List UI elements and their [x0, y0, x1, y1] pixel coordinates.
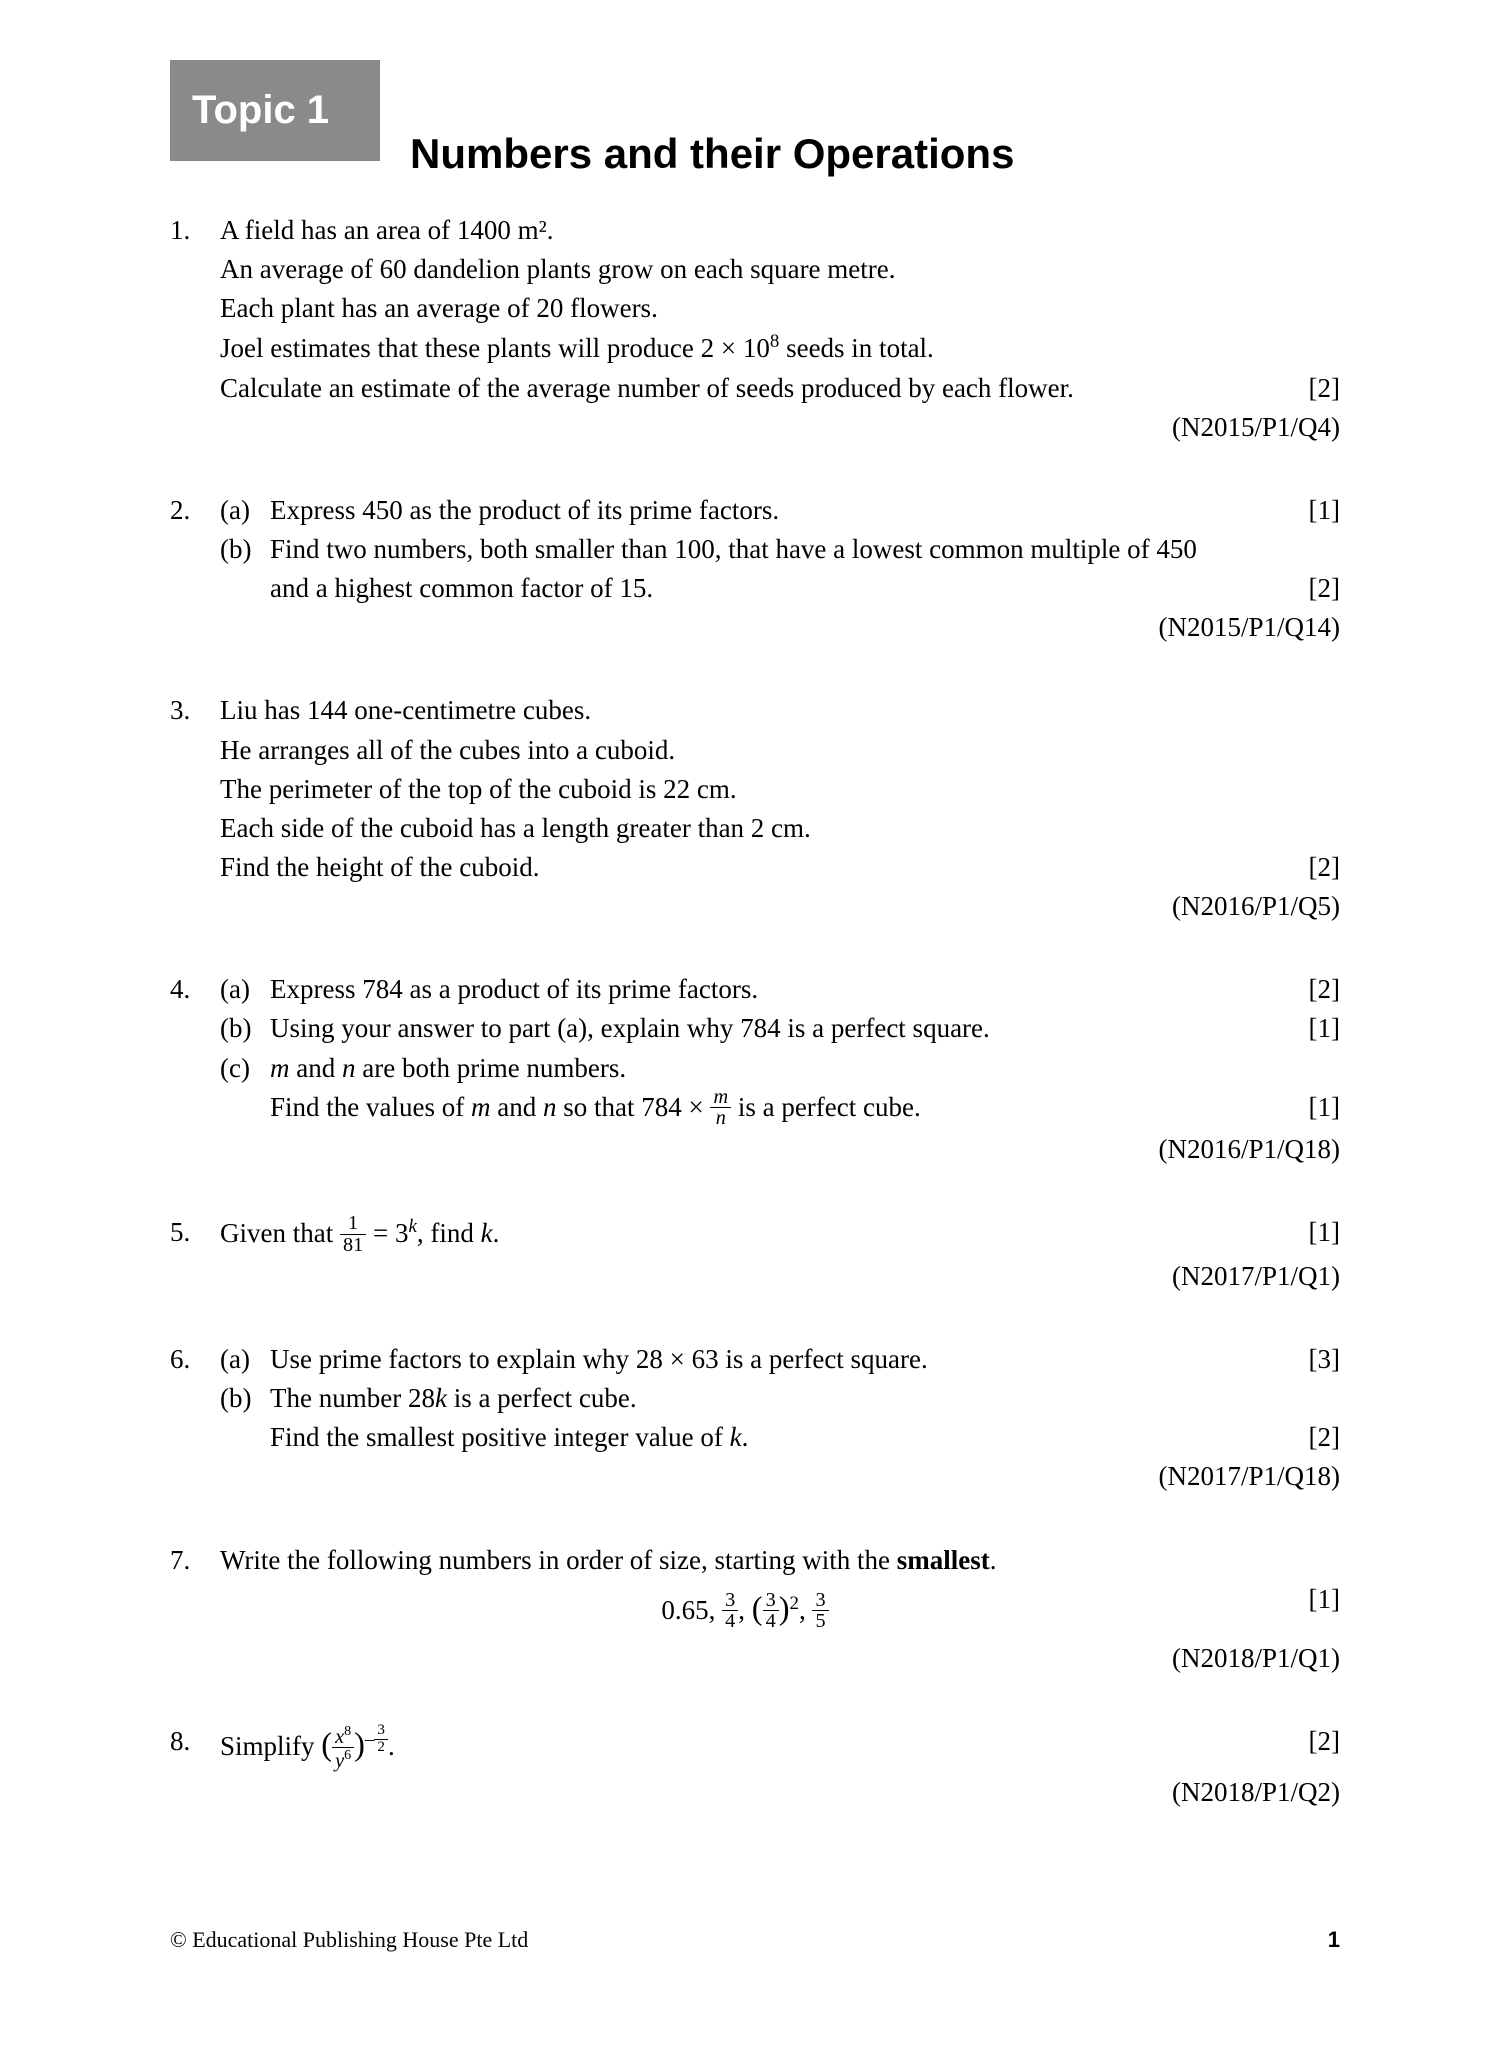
question-reference: (N2017/P1/Q1): [220, 1257, 1340, 1296]
marks: [1]: [1290, 1088, 1340, 1127]
chapter-title: Numbers and their Operations: [410, 130, 1014, 178]
text-line: Each plant has an average of 20 flowers.: [220, 289, 1340, 328]
text-line: Express 450 as the product of its prime …: [270, 491, 1290, 530]
text-line: Find the values of m and n so that 784 ×…: [270, 1088, 1290, 1131]
question-body: (a) Use prime factors to explain why 28 …: [220, 1340, 1340, 1497]
topic-badge: Topic 1: [170, 60, 380, 161]
question-7: 7. Write the following numbers in order …: [170, 1541, 1340, 1679]
question-body: Liu has 144 one-centimetre cubes. He arr…: [220, 691, 1340, 926]
page-content: Topic 1 Numbers and their Operations 1. …: [170, 60, 1340, 1856]
question-6: 6. (a) Use prime factors to explain why …: [170, 1340, 1340, 1497]
subpart-label: (c): [220, 1049, 270, 1131]
subpart-b: (b) Find two numbers, both smaller than …: [220, 530, 1340, 608]
question-reference: (N2018/P1/Q2): [220, 1773, 1340, 1812]
math-expression: 0.65, 34, (34)2, 35: [220, 1586, 1290, 1634]
page-footer: © Educational Publishing House Pte Ltd 1: [170, 1927, 1340, 1953]
question-body: (a) Express 450 as the product of its pr…: [220, 491, 1340, 648]
subpart-label: (b): [220, 530, 270, 608]
question-reference: (N2015/P1/Q4): [220, 408, 1340, 447]
text-line: A field has an area of 1400 m².: [220, 211, 1340, 250]
text-line: Each side of the cuboid has a length gre…: [220, 809, 1340, 848]
marks: [1]: [1290, 491, 1340, 530]
question-8: 8. Simplify (x8y6)–32. [2] (N2018/P1/Q2): [170, 1722, 1340, 1811]
question-number: 1.: [170, 211, 220, 447]
question-2: 2. (a) Express 450 as the product of its…: [170, 491, 1340, 648]
text-line: Express 784 as a product of its prime fa…: [270, 970, 1290, 1009]
text-line: and a highest common factor of 15.: [270, 569, 1290, 608]
subpart-label: (a): [220, 970, 270, 1009]
text-line: Use prime factors to explain why 28 × 63…: [270, 1340, 1290, 1379]
question-1: 1. A field has an area of 1400 m². An av…: [170, 211, 1340, 447]
text-line: Find two numbers, both smaller than 100,…: [270, 530, 1340, 569]
question-number: 6.: [170, 1340, 220, 1497]
marks: [1]: [1290, 1009, 1340, 1048]
question-number: 5.: [170, 1213, 220, 1296]
question-body: (a) Express 784 as a product of its prim…: [220, 970, 1340, 1169]
text-line: The number 28k is a perfect cube.: [270, 1379, 1340, 1418]
text-line: He arranges all of the cubes into a cubo…: [220, 731, 1340, 770]
marks: [1]: [1290, 1213, 1340, 1252]
question-reference: (N2017/P1/Q18): [220, 1457, 1340, 1496]
question-body: Simplify (x8y6)–32. [2] (N2018/P1/Q2): [220, 1722, 1340, 1811]
copyright-text: © Educational Publishing House Pte Ltd: [170, 1927, 528, 1953]
subpart-label: (b): [220, 1379, 270, 1457]
question-body: Given that 181 = 3k, find k. [1] (N2017/…: [220, 1213, 1340, 1296]
question-reference: (N2016/P1/Q5): [220, 887, 1340, 926]
question-5: 5. Given that 181 = 3k, find k. [1] (N20…: [170, 1213, 1340, 1296]
question-body: A field has an area of 1400 m². An avera…: [220, 211, 1340, 447]
text-line: Write the following numbers in order of …: [220, 1541, 1340, 1580]
text-line: The perimeter of the top of the cuboid i…: [220, 770, 1340, 809]
marks: [2]: [1290, 369, 1340, 408]
text-line: Calculate an estimate of the average num…: [220, 369, 1340, 408]
question-body: Write the following numbers in order of …: [220, 1541, 1340, 1679]
question-reference: (N2016/P1/Q18): [220, 1130, 1340, 1169]
text-line: Find the smallest positive integer value…: [270, 1418, 1290, 1457]
marks: [2]: [1290, 1418, 1340, 1457]
subpart-label: (a): [220, 1340, 270, 1379]
text-line: Given that 181 = 3k, find k.: [220, 1213, 1290, 1257]
question-reference: (N2018/P1/Q1): [220, 1639, 1340, 1678]
text-line: Simplify (x8y6)–32.: [220, 1722, 1290, 1772]
question-number: 4.: [170, 970, 220, 1169]
text-line: Joel estimates that these plants will pr…: [220, 328, 1340, 368]
text-line: m and n are both prime numbers.: [270, 1049, 1340, 1088]
marks: [1]: [1290, 1580, 1340, 1619]
questions-list: 1. A field has an area of 1400 m². An av…: [170, 211, 1340, 1812]
text-line: Liu has 144 one-centimetre cubes.: [220, 691, 1340, 730]
subpart-label: (b): [220, 1009, 270, 1048]
subpart-a: (a) Express 784 as a product of its prim…: [220, 970, 1340, 1009]
marks: [2]: [1290, 1722, 1340, 1761]
page-number: 1: [1328, 1927, 1340, 1953]
text-line: Using your answer to part (a), explain w…: [270, 1009, 1290, 1048]
marks: [2]: [1290, 848, 1340, 887]
question-reference: (N2015/P1/Q14): [220, 608, 1340, 647]
question-4: 4. (a) Express 784 as a product of its p…: [170, 970, 1340, 1169]
subpart-a: (a) Use prime factors to explain why 28 …: [220, 1340, 1340, 1379]
subpart-b: (b) Using your answer to part (a), expla…: [220, 1009, 1340, 1048]
subpart-c: (c) m and n are both prime numbers. Find…: [220, 1049, 1340, 1131]
marks: [3]: [1290, 1340, 1340, 1379]
subpart-a: (a) Express 450 as the product of its pr…: [220, 491, 1340, 530]
marks: [2]: [1290, 970, 1340, 1009]
question-number: 2.: [170, 491, 220, 648]
marks: [2]: [1290, 569, 1340, 608]
question-number: 7.: [170, 1541, 220, 1679]
text-line: Find the height of the cuboid.: [220, 848, 1290, 887]
text-line: An average of 60 dandelion plants grow o…: [220, 250, 1340, 289]
subpart-label: (a): [220, 491, 270, 530]
question-3: 3. Liu has 144 one-centimetre cubes. He …: [170, 691, 1340, 926]
subpart-b: (b) The number 28k is a perfect cube. Fi…: [220, 1379, 1340, 1457]
question-number: 3.: [170, 691, 220, 926]
exponent: 8: [770, 331, 779, 352]
question-number: 8.: [170, 1722, 220, 1811]
